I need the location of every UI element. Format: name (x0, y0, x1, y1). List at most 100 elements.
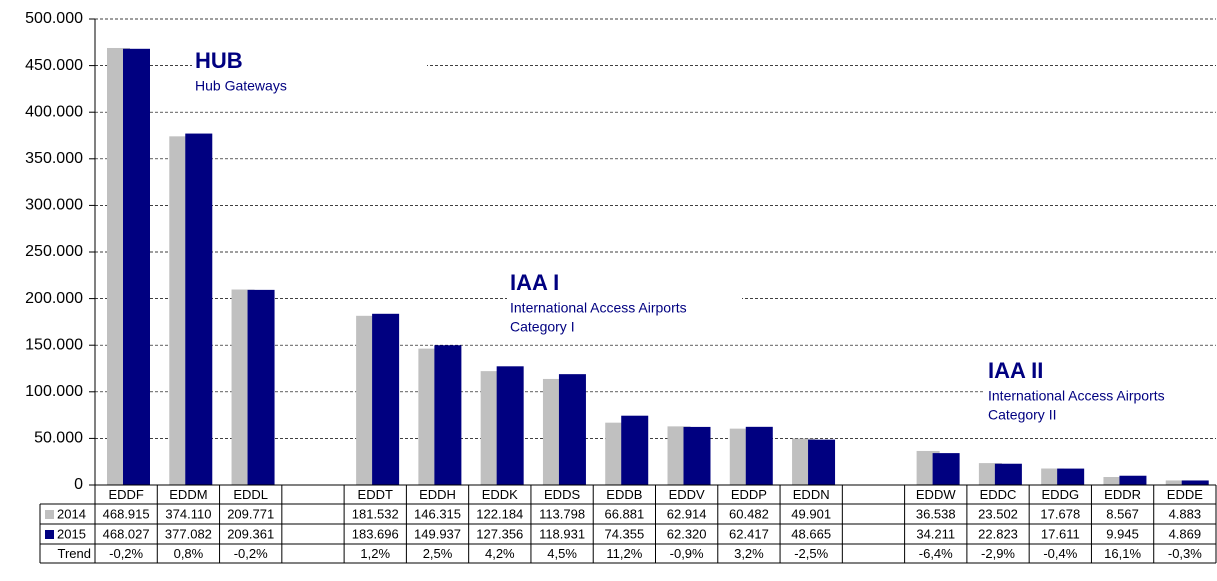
table-value: 377.082 (165, 526, 212, 541)
x-tick-label: EDDE (1167, 487, 1203, 502)
table-value: 113.798 (539, 506, 585, 521)
trend-value: 3,2% (734, 546, 764, 561)
table-value: 209.361 (227, 526, 274, 541)
x-tick-label: EDDS (544, 487, 580, 502)
y-tick-label: 50.000 (34, 430, 83, 447)
bar (1181, 480, 1209, 485)
table-value: 4.883 (1169, 506, 1202, 521)
table-value: 60.482 (729, 506, 769, 521)
x-tick-label: EDDM (169, 487, 207, 502)
annotation-bg (507, 270, 742, 340)
trend-value: -6,4% (919, 546, 953, 561)
trend-value: 0,8% (174, 546, 204, 561)
x-tick-label: EDDL (233, 487, 268, 502)
trend-value: -2,5% (794, 546, 828, 561)
row-label: Trend (58, 546, 91, 561)
legend-label: 2014 (57, 506, 86, 521)
trend-value: -0,3% (1168, 546, 1202, 561)
trend-value: 2,5% (423, 546, 453, 561)
bar (1165, 480, 1189, 485)
annotation-text: International Access Airports (988, 388, 1165, 404)
bar (1103, 477, 1127, 485)
y-tick-label: 200.000 (25, 290, 83, 307)
trend-value: -0,4% (1043, 546, 1077, 561)
x-tick-label: EDDW (916, 487, 956, 502)
table-value: 468.027 (103, 526, 150, 541)
annotation-text: Category II (988, 407, 1056, 423)
trend-value: -2,9% (981, 546, 1015, 561)
table-value: 34.211 (916, 526, 955, 541)
table-value: 146.315 (414, 506, 461, 521)
bar (496, 366, 524, 485)
trend-value: 4,2% (485, 546, 515, 561)
x-tick-label: EDDF (108, 487, 143, 502)
x-tick-label: EDDV (669, 487, 705, 502)
x-tick-label: EDDP (731, 487, 767, 502)
table-value: 8.567 (1106, 506, 1139, 521)
y-tick-label: 250.000 (25, 243, 83, 260)
bar (994, 463, 1022, 485)
table-value: 9.945 (1106, 526, 1139, 541)
x-tick-label: EDDT (358, 487, 393, 502)
trend-value: 4,5% (547, 546, 577, 561)
table-value: 22.823 (978, 526, 1018, 541)
annotation-title: IAA I (510, 270, 559, 295)
table-value: 122.184 (476, 506, 523, 521)
bar (1119, 475, 1147, 485)
bar (434, 345, 462, 485)
table-value: 49.901 (791, 506, 831, 521)
x-tick-label: EDDN (793, 487, 830, 502)
x-tick-label: EDDR (1104, 487, 1141, 502)
table-value: 127.356 (476, 526, 523, 541)
x-tick-label: EDDG (1042, 487, 1080, 502)
table-value: 62.320 (667, 526, 707, 541)
table-value: 4.869 (1169, 526, 1202, 541)
table-value: 62.914 (667, 506, 707, 521)
x-tick-label: EDDK (482, 487, 518, 502)
bar (558, 374, 586, 485)
table-value: 74.355 (604, 526, 644, 541)
bar (932, 453, 960, 485)
trend-value: -0,2% (109, 546, 143, 561)
table-value: 183.696 (352, 526, 399, 541)
annotation-title: HUB (195, 48, 243, 73)
bar (247, 289, 275, 485)
legend-swatch (45, 530, 54, 539)
table-value: 36.538 (916, 506, 956, 521)
trend-value: 1,2% (360, 546, 390, 561)
y-tick-label: 450.000 (25, 57, 83, 74)
bar (808, 439, 836, 485)
y-tick-label: 0 (74, 476, 83, 493)
y-tick-label: 150.000 (25, 336, 83, 353)
trend-value: -0,9% (670, 546, 704, 561)
y-tick-label: 500.000 (25, 10, 83, 27)
annotation-bg (985, 358, 1217, 428)
trend-value: 11,2% (606, 546, 642, 561)
annotation-text: Hub Gateways (195, 78, 287, 94)
bar (123, 48, 150, 486)
trend-value: -0,2% (234, 546, 268, 561)
table-value: 66.881 (604, 506, 644, 521)
legend-swatch (45, 510, 54, 519)
x-tick-label: EDDB (606, 487, 642, 502)
bar (1057, 468, 1085, 485)
annotation-text: International Access Airports (510, 300, 687, 316)
table-value: 62.417 (729, 526, 769, 541)
annotation-bg (192, 48, 427, 99)
table-value: 181.532 (352, 506, 399, 521)
bar (745, 426, 773, 485)
y-tick-label: 300.000 (25, 197, 83, 214)
y-tick-label: 350.000 (25, 150, 83, 167)
table-value: 118.931 (539, 526, 585, 541)
x-tick-label: EDDC (980, 487, 1017, 502)
annotation-title: IAA II (988, 358, 1043, 383)
bar (185, 133, 213, 485)
table-value: 209.771 (227, 506, 274, 521)
trend-value: 16,1% (1104, 546, 1141, 561)
bar (621, 415, 649, 485)
table-value: 17.611 (1041, 526, 1080, 541)
table-value: 374.110 (165, 506, 211, 521)
table-value: 149.937 (414, 526, 461, 541)
